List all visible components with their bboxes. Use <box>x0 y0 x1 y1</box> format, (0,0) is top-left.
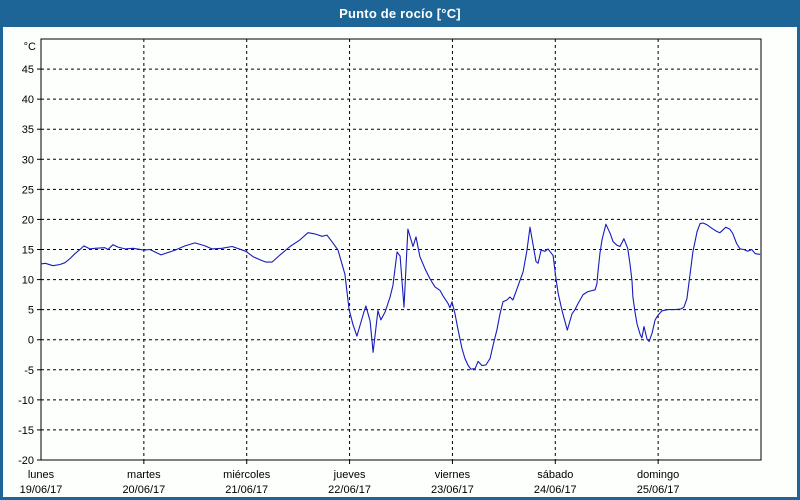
day-date-label: 22/06/17 <box>328 484 371 496</box>
window-title: Punto de rocío [°C] <box>339 6 461 21</box>
y-tick-label: 10 <box>22 275 34 287</box>
day-date-label: 23/06/17 <box>431 484 474 496</box>
day-name-label: domingo <box>637 469 679 481</box>
y-tick-labels: -20 -15 -10 -5 0 5 10 15 20 25 30 35 40 45 °C <box>18 41 36 467</box>
y-tick-label: 30 <box>22 154 34 166</box>
y-tick-label: 0 <box>28 335 34 347</box>
y-tick-label: 20 <box>22 214 34 226</box>
y-axis-unit-label: °C <box>24 41 36 53</box>
day-date-label: 19/06/17 <box>20 484 63 496</box>
day-name-label: martes <box>127 469 161 481</box>
titlebar: Punto de rocío [°C] <box>0 0 800 27</box>
y-tick-label: -10 <box>18 395 34 407</box>
day-date-label: 20/06/17 <box>122 484 165 496</box>
y-tick-label: 45 <box>22 64 34 76</box>
day-name-label: miércoles <box>223 469 271 481</box>
y-tick-label: 5 <box>28 305 34 317</box>
day-date-label: 21/06/17 <box>225 484 268 496</box>
day-name-label: jueves <box>333 469 366 481</box>
y-gridlines <box>41 68 761 431</box>
y-tick-label: 25 <box>22 184 34 196</box>
day-name-label: viernes <box>435 469 471 481</box>
y-tick-label: -15 <box>18 425 34 437</box>
day-name-label: sábado <box>537 469 573 481</box>
y-tick-label: -5 <box>24 365 34 377</box>
y-tick-label: 40 <box>22 94 34 106</box>
day-date-label: 24/06/17 <box>534 484 577 496</box>
plot-border <box>40 38 762 461</box>
x-gridlines <box>143 39 659 460</box>
day-date-label: 25/06/17 <box>637 484 680 496</box>
y-tick-label: -20 <box>18 455 34 467</box>
axis-ticks <box>37 68 659 464</box>
series-line <box>40 222 761 370</box>
y-tick-label: 35 <box>22 124 34 136</box>
day-name-label: lunes <box>28 469 55 481</box>
y-tick-label: 15 <box>22 245 34 257</box>
x-day-labels: lunes 19/06/17 martes 20/06/17 miércoles 21/0… <box>20 469 680 496</box>
